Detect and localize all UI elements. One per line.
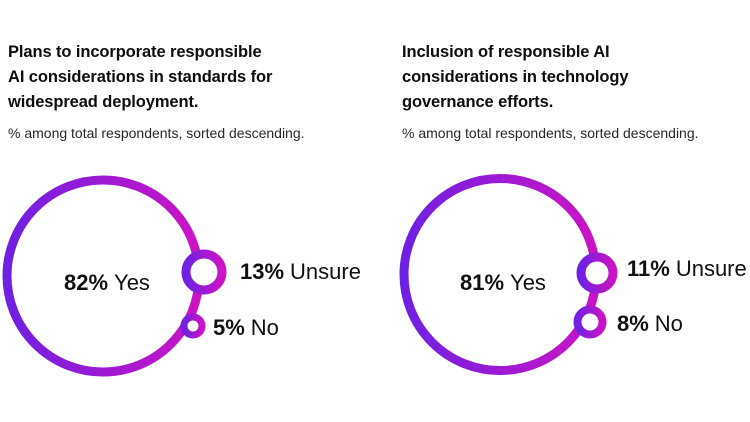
title-line: Plans to incorporate responsible	[8, 43, 262, 61]
right-no-bubble	[573, 305, 607, 339]
left-yes-label: 82% Yes	[64, 270, 150, 296]
right-chart-subtitle: % among total respondents, sorted descen…	[402, 125, 699, 141]
right-unsure-bubble	[576, 252, 618, 294]
left-chart-subtitle: % among total respondents, sorted descen…	[8, 125, 305, 141]
category-label: Unsure	[290, 259, 361, 284]
category-label: No	[250, 315, 279, 340]
bubble-charts-svg	[2, 174, 618, 377]
left-no-bubble	[180, 313, 206, 339]
title-line: widespread deployment.	[8, 93, 199, 111]
value-label: 82%	[64, 270, 109, 295]
right-bubble-group	[399, 174, 618, 375]
left-no-label: 5% No	[213, 315, 279, 341]
title-line: governance efforts.	[402, 93, 554, 111]
left-bubble-group	[2, 175, 227, 377]
category-label: Yes	[114, 270, 150, 295]
right-no-label: 8% No	[617, 311, 683, 337]
value-label: 13%	[240, 259, 285, 284]
category-label: No	[654, 311, 683, 336]
right-chart-header: Inclusion of responsible AI consideratio…	[402, 40, 699, 141]
left-chart-title: Plans to incorporate responsible AI cons…	[8, 40, 305, 115]
category-label: Yes	[510, 270, 546, 295]
value-label: 11%	[627, 256, 670, 281]
value-label: 81%	[460, 270, 505, 295]
right-unsure-label: 11% Unsure	[627, 256, 747, 282]
value-label: 5%	[213, 315, 245, 340]
right-chart-title: Inclusion of responsible AI consideratio…	[402, 40, 699, 115]
title-line: AI considerations in standards for	[8, 68, 273, 86]
left-unsure-bubble	[181, 249, 227, 295]
left-chart-header: Plans to incorporate responsible AI cons…	[8, 40, 305, 141]
right-yes-label: 81% Yes	[460, 270, 546, 296]
left-unsure-label: 13% Unsure	[240, 259, 361, 285]
title-line: considerations in technology	[402, 68, 629, 86]
category-label: Unsure	[675, 256, 747, 281]
title-line: Inclusion of responsible AI	[402, 43, 610, 61]
value-label: 8%	[617, 311, 649, 336]
